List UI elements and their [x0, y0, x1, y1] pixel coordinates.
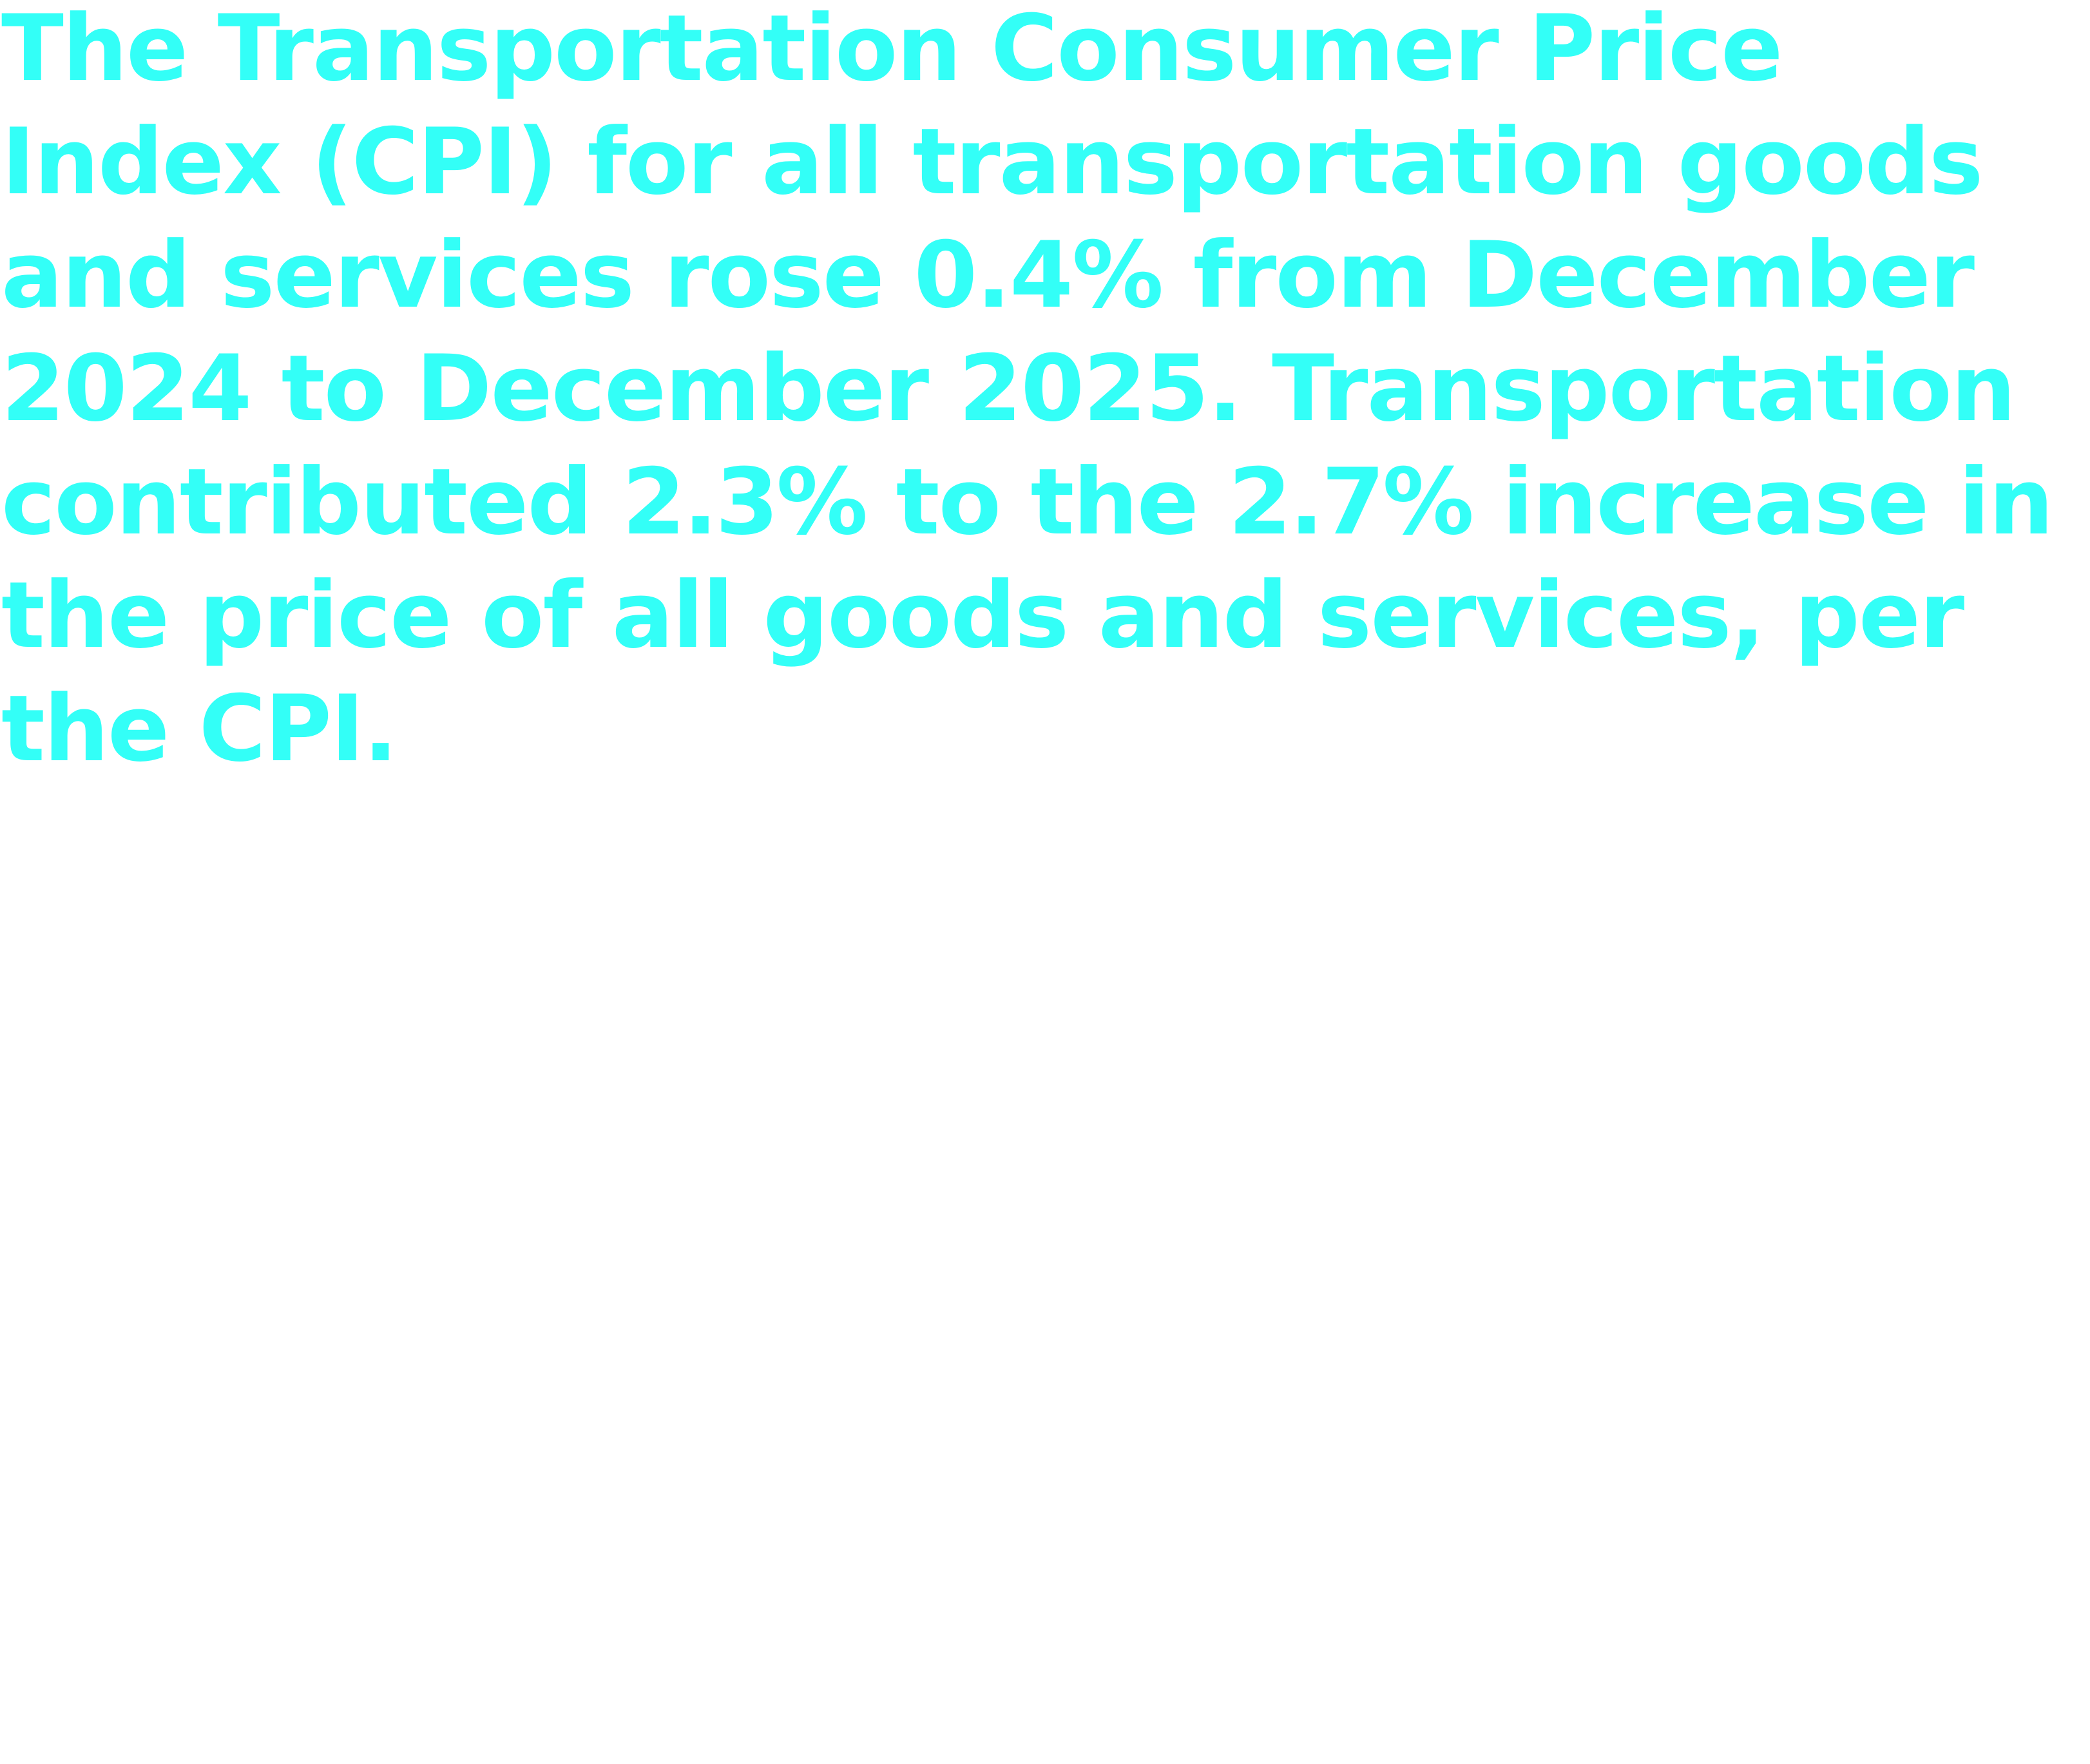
all-items-increase-value: 2.7% — [1228, 449, 1474, 555]
transportation-contribution-value: 2.3% — [622, 449, 868, 555]
statement-part-3: increase in the price of all goods and s… — [1, 449, 2054, 782]
cpi-statement: The Transportation Consumer Price Index … — [1, 0, 2086, 786]
statement-part-1: The Transportation Consumer Price Index … — [1, 0, 2016, 555]
statement-part-2: to the — [865, 449, 1229, 555]
